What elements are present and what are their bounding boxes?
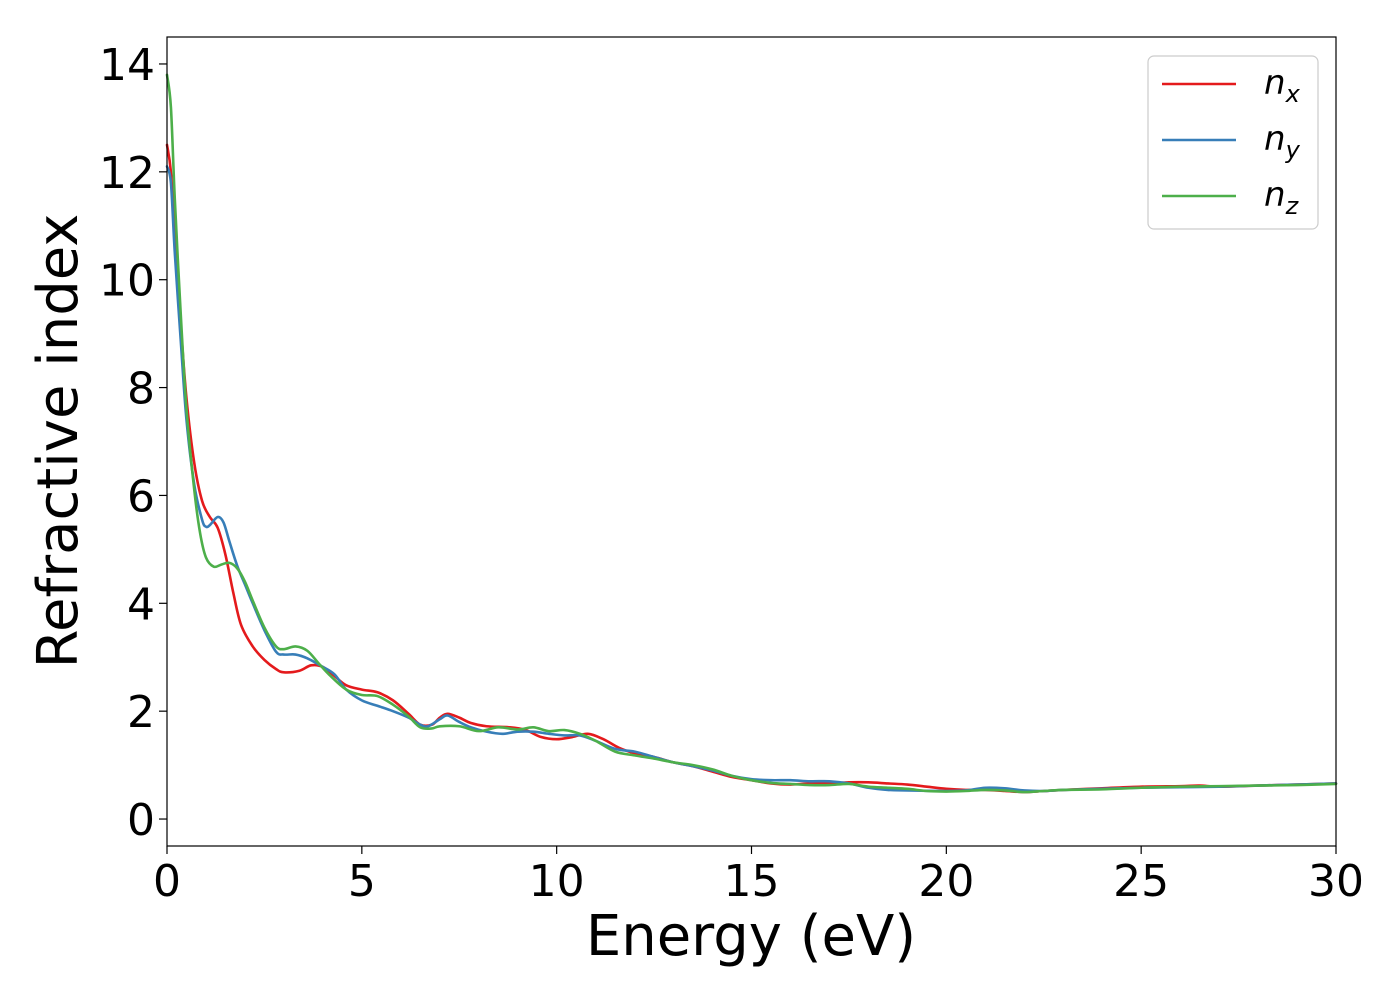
y-tick-label: 14	[99, 40, 155, 91]
y-tick-label: 10	[99, 256, 155, 307]
legend-label-ny: ny	[1264, 119, 1301, 164]
y-tick-label: 6	[127, 471, 155, 522]
legend-entries: nx ny nz	[1162, 63, 1301, 220]
x-axis-label: Energy (eV)	[586, 904, 916, 969]
y-tick-label: 0	[127, 795, 155, 846]
series-layer	[165, 73, 1338, 794]
x-tick-label: 25	[1113, 856, 1169, 907]
legend: nx ny nz	[1147, 55, 1319, 230]
x-tick-label: 15	[724, 856, 780, 907]
series-line-nz	[165, 73, 1338, 794]
x-tick-label: 10	[529, 856, 585, 907]
y-tick-label: 4	[127, 579, 155, 630]
x-axis-ticks: 0 5 10 15 20 25 30	[153, 846, 1364, 907]
x-tick-label: 20	[918, 856, 974, 907]
x-tick-label: 0	[153, 856, 181, 907]
y-tick-label: 2	[127, 687, 155, 738]
x-tick-label: 30	[1308, 856, 1364, 907]
x-tick-label: 5	[348, 856, 376, 907]
legend-label-nz: nz	[1264, 175, 1300, 220]
y-tick-label: 12	[99, 148, 155, 199]
legend-box	[1147, 55, 1319, 230]
y-axis-ticks: 0 2 4 6 8 10 12 14	[99, 40, 167, 846]
y-tick-label: 8	[127, 364, 155, 415]
y-axis-label: Refractive index	[26, 214, 91, 669]
legend-label-nx: nx	[1264, 63, 1301, 108]
